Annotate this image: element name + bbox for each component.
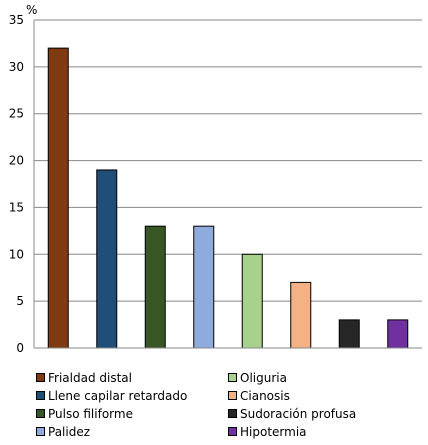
bar: [338, 319, 360, 349]
gridlines: [34, 19, 422, 302]
legend-label: Frialdad distal: [48, 371, 132, 385]
bar: [47, 47, 69, 349]
bars: [47, 47, 409, 349]
legend-label: Pulso filiforme: [48, 407, 133, 421]
legend-label: Llene capilar retardado: [48, 389, 188, 403]
legend-item: Hipotermia: [228, 423, 307, 441]
y-unit-label: %: [26, 3, 37, 17]
bar: [387, 319, 409, 349]
bar: [96, 169, 118, 349]
legend-label: Hipotermia: [240, 425, 307, 439]
legend-item: Frialdad distal: [36, 369, 132, 387]
legend-item: Llene capilar retardado: [36, 387, 187, 405]
legend-swatch: [228, 373, 237, 382]
bar-chart: % 0 5 10 15 20 25 30 35: [9, 3, 422, 355]
legend-swatch: [36, 409, 45, 418]
y-tick-label: 35: [9, 13, 24, 27]
y-tick-labels: 0 5 10 15 20 25 30 35: [9, 13, 24, 355]
legend-item: Oliguria: [228, 369, 287, 387]
legend-item: Cianosis: [228, 387, 290, 405]
legend-item: Sudoración profusa: [228, 405, 356, 423]
legend-label: Oliguria: [240, 371, 287, 385]
legend-label: Palidez: [48, 425, 91, 439]
legend-swatch: [36, 391, 45, 400]
bar: [193, 225, 215, 349]
y-tick-label: 30: [9, 60, 24, 74]
bar: [290, 281, 312, 349]
bar: [144, 225, 166, 349]
y-tick-label: 25: [9, 107, 24, 121]
y-tick-label: 0: [16, 341, 24, 355]
legend-label: Sudoración profusa: [240, 407, 357, 421]
legend-item: Palidez: [36, 423, 90, 441]
legend-swatch: [36, 373, 45, 382]
y-tick-label: 20: [9, 154, 24, 168]
legend-swatch: [228, 427, 237, 436]
legend-swatch: [36, 427, 45, 436]
legend-label: Cianosis: [240, 389, 290, 403]
bar: [241, 253, 263, 349]
legend-swatch: [228, 391, 237, 400]
y-tick-label: 10: [9, 247, 24, 261]
legend-swatch: [228, 409, 237, 418]
legend-item: Pulso filiforme: [36, 405, 133, 423]
y-tick-label: 15: [9, 200, 24, 214]
y-tick-label: 5: [16, 294, 24, 308]
